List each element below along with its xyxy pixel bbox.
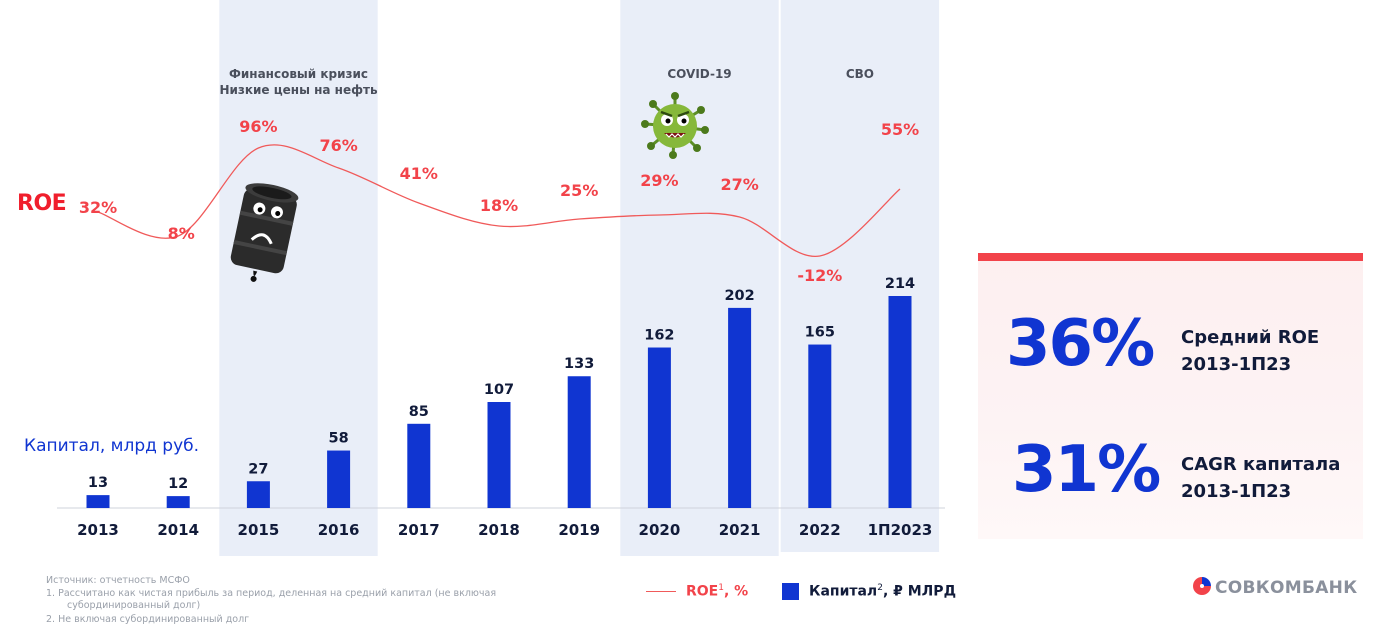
roe-label-2022: -12%: [797, 266, 842, 285]
capital-bar-label-2014: 12: [168, 476, 188, 492]
legend-roe-swatch: [646, 591, 676, 593]
sovcombank-logo-text: СОВКОМБАНК: [1215, 578, 1358, 598]
x-tick-label-2013: 2013: [77, 521, 119, 539]
highlight-band-3: [780, 0, 940, 552]
capital-bar-2015: [246, 481, 270, 508]
oil-barrel-icon: [230, 183, 299, 282]
capital-bar-2013: [86, 495, 110, 508]
x-tick-label-2016: 2016: [318, 521, 360, 539]
x-tick-label-2017: 2017: [398, 521, 440, 539]
capital-cagr-desc: CAGR капитала 2013-1П23: [1181, 451, 1340, 505]
x-tick-label-1П2023: 1П2023: [868, 521, 933, 539]
capital-bar-2016: [327, 450, 351, 508]
capital-bar-2022: [808, 344, 832, 508]
legend-capital: Капитал2, ₽ МЛРД: [782, 583, 957, 601]
roe-line-layer: 32% 8% 96% 76% 41% 18% 25% 29% 27% -12% 55%: [79, 117, 919, 285]
footnote-1-line1: 1. Рассчитано как чистая прибыль за пери…: [46, 588, 497, 599]
x-tick-label-2021: 2021: [719, 521, 761, 539]
capital-bar-label-1П2023: 214: [885, 276, 915, 292]
capital-bar-2018: [487, 402, 511, 508]
x-tick-label-2015: 2015: [238, 521, 280, 539]
capital-bar-label-2015: 27: [248, 461, 268, 477]
highlight-bands: Финансовый кризис Низкие цены на нефть COV…: [219, 0, 940, 556]
capital-bar-2017: [407, 423, 431, 508]
capital-bars: 13 2013 12 2014 27 2015 58 2016 85 2017 107 2018 133…: [77, 276, 932, 539]
roe-label-2020: 29%: [640, 171, 678, 190]
capital-cagr-value: 31%: [1012, 433, 1161, 507]
band-3-title-line-1: СВО: [846, 67, 874, 81]
capital-cagr-desc-line1: CAGR капитала: [1181, 454, 1341, 475]
avg-roe-value: 36%: [1006, 307, 1155, 381]
avg-roe-desc-line1: Средний ROE: [1181, 327, 1320, 348]
capital-bar-1П2023: [888, 296, 912, 508]
legend-roe-sup: 1: [718, 583, 724, 593]
sovcombank-logo: СОВКОМБАНК: [1192, 576, 1357, 598]
capital-bar-2014: [166, 496, 190, 508]
roe-label-2019: 25%: [560, 181, 598, 200]
capital-bar-label-2013: 13: [88, 475, 108, 491]
roe-title: ROE: [17, 191, 67, 216]
roe-label-2015: 96%: [239, 117, 277, 136]
band-1-title-line-1: Финансовый кризис: [229, 67, 368, 81]
capital-cagr-desc-line2: 2013-1П23: [1181, 481, 1292, 502]
x-tick-label-2020: 2020: [639, 521, 681, 539]
band-1-title-line-2: Низкие цены на нефть: [219, 83, 378, 97]
legend-roe: ROE1, %: [646, 583, 748, 600]
x-tick-label-2014: 2014: [157, 521, 199, 539]
legend-capital-sup: 2: [877, 583, 883, 593]
roe-label-1П2023: 55%: [881, 120, 919, 139]
legend-capital-label: Капитал: [809, 583, 878, 600]
capital-bar-label-2021: 202: [724, 288, 754, 304]
x-tick-label-2022: 2022: [799, 521, 841, 539]
roe-label-2016: 76%: [319, 136, 357, 155]
roe-label-2013: 32%: [79, 198, 117, 217]
legend-capital-unit: , ₽ МЛРД: [882, 583, 957, 600]
capital-bar-label-2016: 58: [329, 431, 349, 447]
virus-icon: [641, 92, 709, 159]
roe-label-2017: 41%: [400, 164, 438, 183]
legend-roe-unit: , %: [723, 583, 749, 600]
capital-title: Капитал, млрд руб.: [24, 436, 200, 456]
highlight-band-1: [219, 0, 378, 556]
roe-series-line: [97, 144, 901, 257]
avg-roe-desc-line2: 2013-1П23: [1181, 354, 1292, 375]
capital-bar-2019: [567, 376, 591, 508]
capital-bar-label-2022: 165: [805, 325, 835, 341]
capital-bar-2020: [647, 347, 671, 508]
band-2-title-line-1: COVID-19: [667, 67, 731, 81]
sovcombank-logo-icon: [1193, 577, 1211, 595]
legend-roe-label: ROE: [686, 583, 719, 600]
roe-label-2018: 18%: [480, 196, 518, 215]
roe-label-2021: 27%: [720, 175, 758, 194]
roe-label-2014: 8%: [168, 224, 195, 243]
legend-capital-swatch: [782, 583, 799, 601]
capital-bar-label-2020: 162: [644, 328, 674, 344]
footnote-1-line2: субординированный долг): [67, 600, 201, 611]
capital-bar-2021: [728, 307, 752, 508]
kpi-accent-bar: [978, 253, 1363, 261]
capital-bar-label-2018: 107: [484, 382, 514, 398]
x-tick-label-2019: 2019: [558, 521, 600, 539]
highlight-band-2: [620, 0, 779, 556]
kpi-panel: 36% Средний ROE 2013-1П23 31% CAGR капит…: [978, 253, 1363, 539]
capital-bar-label-2017: 85: [409, 404, 429, 420]
capital-bar-label-2019: 133: [564, 356, 594, 372]
footnote-2: 2. Не включая субординированный долг: [46, 614, 250, 625]
footnote-source: Источник: отчетность МСФО: [46, 575, 190, 586]
x-tick-label-2018: 2018: [478, 521, 520, 539]
avg-roe-desc: Средний ROE 2013-1П23: [1181, 324, 1319, 378]
